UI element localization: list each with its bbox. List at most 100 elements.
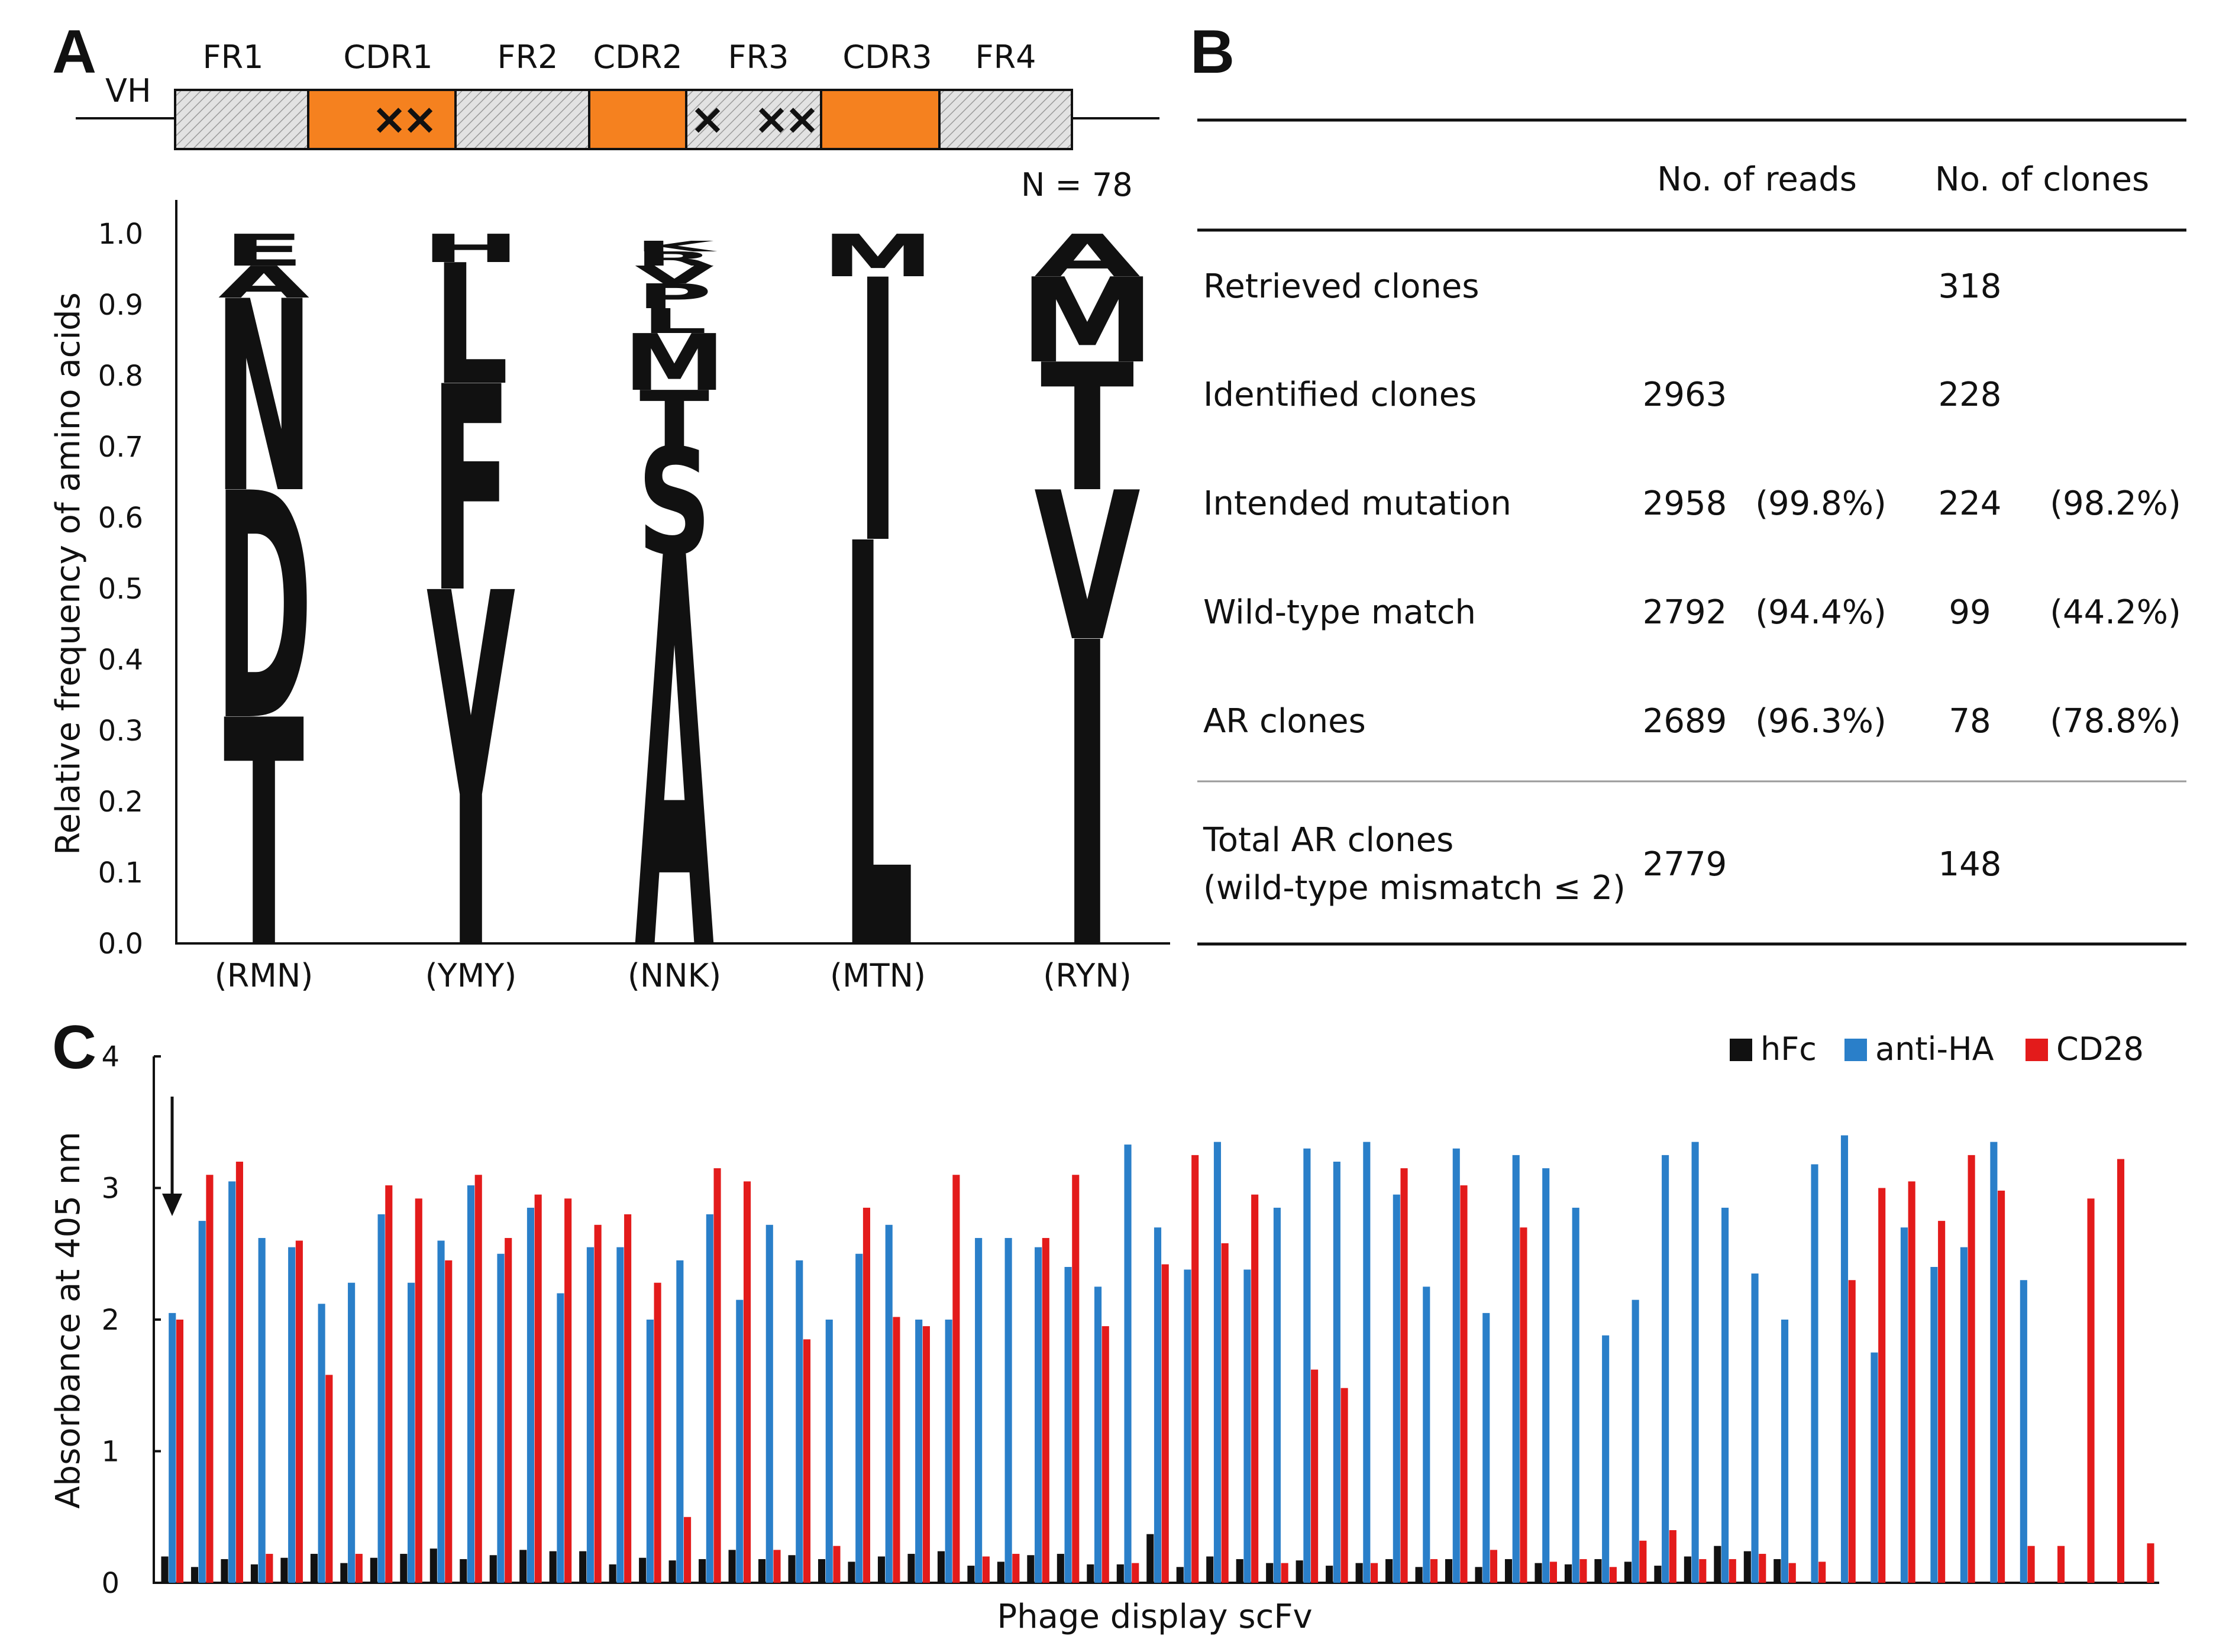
total-label-line2: (wild-type mismatch ≤ 2): [1203, 869, 1626, 907]
table-rows: Retrieved clones 318 Identified clones 2963…: [1203, 267, 2181, 741]
region-label-fr3: FR3: [728, 38, 789, 76]
bar-anti-ha: [646, 1320, 654, 1583]
bar-hfc: [668, 1560, 676, 1583]
bar-anti-ha: [1333, 1162, 1340, 1583]
bar-hfc: [340, 1563, 348, 1583]
bar-cd28: [1609, 1567, 1617, 1583]
bar-anti-ha: [765, 1224, 773, 1583]
header-no-of-reads: No. of reads: [1657, 160, 1857, 199]
logo-y-tick-label: 0.0: [98, 927, 143, 961]
bar-hfc: [1326, 1566, 1333, 1583]
mutation-mark: ×: [784, 94, 820, 144]
bar-cd28: [1400, 1168, 1408, 1583]
bar-cd28: [2147, 1543, 2154, 1583]
bar-cd28: [743, 1181, 751, 1583]
bar-anti-ha: [1035, 1247, 1042, 1583]
bar-cd28: [1669, 1530, 1676, 1583]
logo-y-tick-label: 1.0: [98, 218, 143, 251]
bar-cd28: [534, 1194, 542, 1583]
logo-letter-a: A: [1034, 222, 1141, 290]
bar-hfc: [639, 1557, 647, 1583]
bar-cd28: [415, 1198, 422, 1583]
row-reads-pct: (99.8%): [1755, 484, 1886, 523]
vh-label: VH: [105, 72, 151, 109]
bar-hfc: [161, 1556, 169, 1583]
logo-y-tick-label: 0.8: [98, 360, 143, 393]
bar-anti-ha: [1273, 1207, 1281, 1583]
bar-cd28: [1251, 1194, 1259, 1583]
mutation-mark: ×: [402, 94, 438, 144]
bar-hfc: [788, 1555, 796, 1583]
bar-anti-ha: [706, 1214, 713, 1583]
bar-cd28: [1311, 1369, 1319, 1583]
header-no-of-clones: No. of clones: [1935, 160, 2149, 199]
bar-hfc: [699, 1559, 706, 1583]
region-box-cdr2: [588, 89, 687, 150]
logo-letter-m: M: [624, 318, 726, 409]
mutation-mark: ×: [690, 94, 725, 144]
logo-letter-l: L: [642, 302, 708, 341]
bar-hfc: [1684, 1556, 1691, 1583]
legend-swatch-cd28: [2026, 1039, 2048, 1061]
table-row-ar-clones: AR clones 2689 (96.3%) 78 (78.8%): [1203, 702, 2181, 741]
row-clones: 78: [1949, 702, 1991, 741]
bar-cd28: [2057, 1546, 2065, 1583]
bar-anti-ha: [1124, 1145, 1132, 1583]
row-clones: 228: [1939, 376, 2002, 414]
bar-cd28: [862, 1207, 871, 1583]
logo-y-ticks: 0.0 0.1 0.2 0.3 0.4 0.5 0.6 0.7 0.8 0.9 1.0: [98, 218, 143, 961]
bar-hfc: [997, 1562, 1004, 1583]
bar-cd28: [325, 1375, 333, 1583]
bar-cd28: [1460, 1185, 1468, 1583]
bar-anti-ha: [1632, 1299, 1639, 1583]
n-label: N = 78: [1021, 166, 1133, 203]
logo-letter-m: M: [822, 222, 934, 290]
bar-hfc: [370, 1557, 377, 1583]
row-reads-pct: (96.3%): [1755, 702, 1886, 741]
bar-hfc: [310, 1554, 318, 1583]
bar-cd28: [2117, 1159, 2125, 1583]
legend-swatch-anti-ha: [1844, 1039, 1867, 1061]
bar-cd28: [982, 1556, 990, 1583]
logo-letter-t: T: [639, 375, 709, 465]
bar-y-tick-label: 1: [101, 1436, 119, 1469]
row-reads: 2958: [1643, 484, 1727, 523]
bar-hfc: [1504, 1559, 1513, 1583]
bar-cd28: [564, 1198, 572, 1583]
bar-groups: [161, 1135, 2154, 1583]
bar-hfc: [1236, 1559, 1243, 1583]
bar-hfc: [1116, 1564, 1124, 1583]
bar-hfc: [1266, 1563, 1274, 1583]
region-box-fr1: [174, 89, 309, 150]
bar-anti-ha: [1960, 1247, 1968, 1583]
logo-y-tick-label: 0.1: [98, 856, 143, 890]
bar-cd28: [833, 1546, 841, 1583]
bar-anti-ha: [1602, 1335, 1610, 1583]
bar-anti-ha: [1691, 1142, 1699, 1583]
panel-c: C Absorbance at 405 nm Phage display scF…: [49, 1013, 2159, 1636]
panel-b: B No. of reads No. of clones Retrieved c…: [1190, 18, 2186, 946]
bar-cd28: [624, 1214, 632, 1583]
bar-anti-ha: [1303, 1148, 1311, 1583]
bar-anti-ha: [1811, 1164, 1818, 1583]
bar-hfc: [1206, 1556, 1214, 1583]
row-label: Intended mutation: [1203, 484, 1511, 523]
table-row-wild-type-match: Wild-type match 2792 (94.4%) 99 (44.2%): [1203, 593, 2181, 632]
logo-letter-d: D: [215, 428, 313, 790]
bar-hfc: [221, 1559, 228, 1583]
logo-y-tick-label: 0.7: [98, 431, 143, 464]
bar-anti-ha: [1452, 1148, 1460, 1583]
bar-hfc: [728, 1550, 736, 1583]
bar-anti-ha: [1542, 1168, 1550, 1583]
bar-cd28: [713, 1168, 721, 1583]
bar-cd28: [1430, 1559, 1438, 1583]
bar-anti-ha: [288, 1247, 296, 1583]
bar-hfc: [1027, 1555, 1035, 1583]
bar-anti-ha: [1871, 1352, 1878, 1583]
logo-letter-e: E: [224, 225, 305, 276]
bar-hfc: [1564, 1564, 1572, 1583]
bar-cd28: [893, 1317, 900, 1583]
